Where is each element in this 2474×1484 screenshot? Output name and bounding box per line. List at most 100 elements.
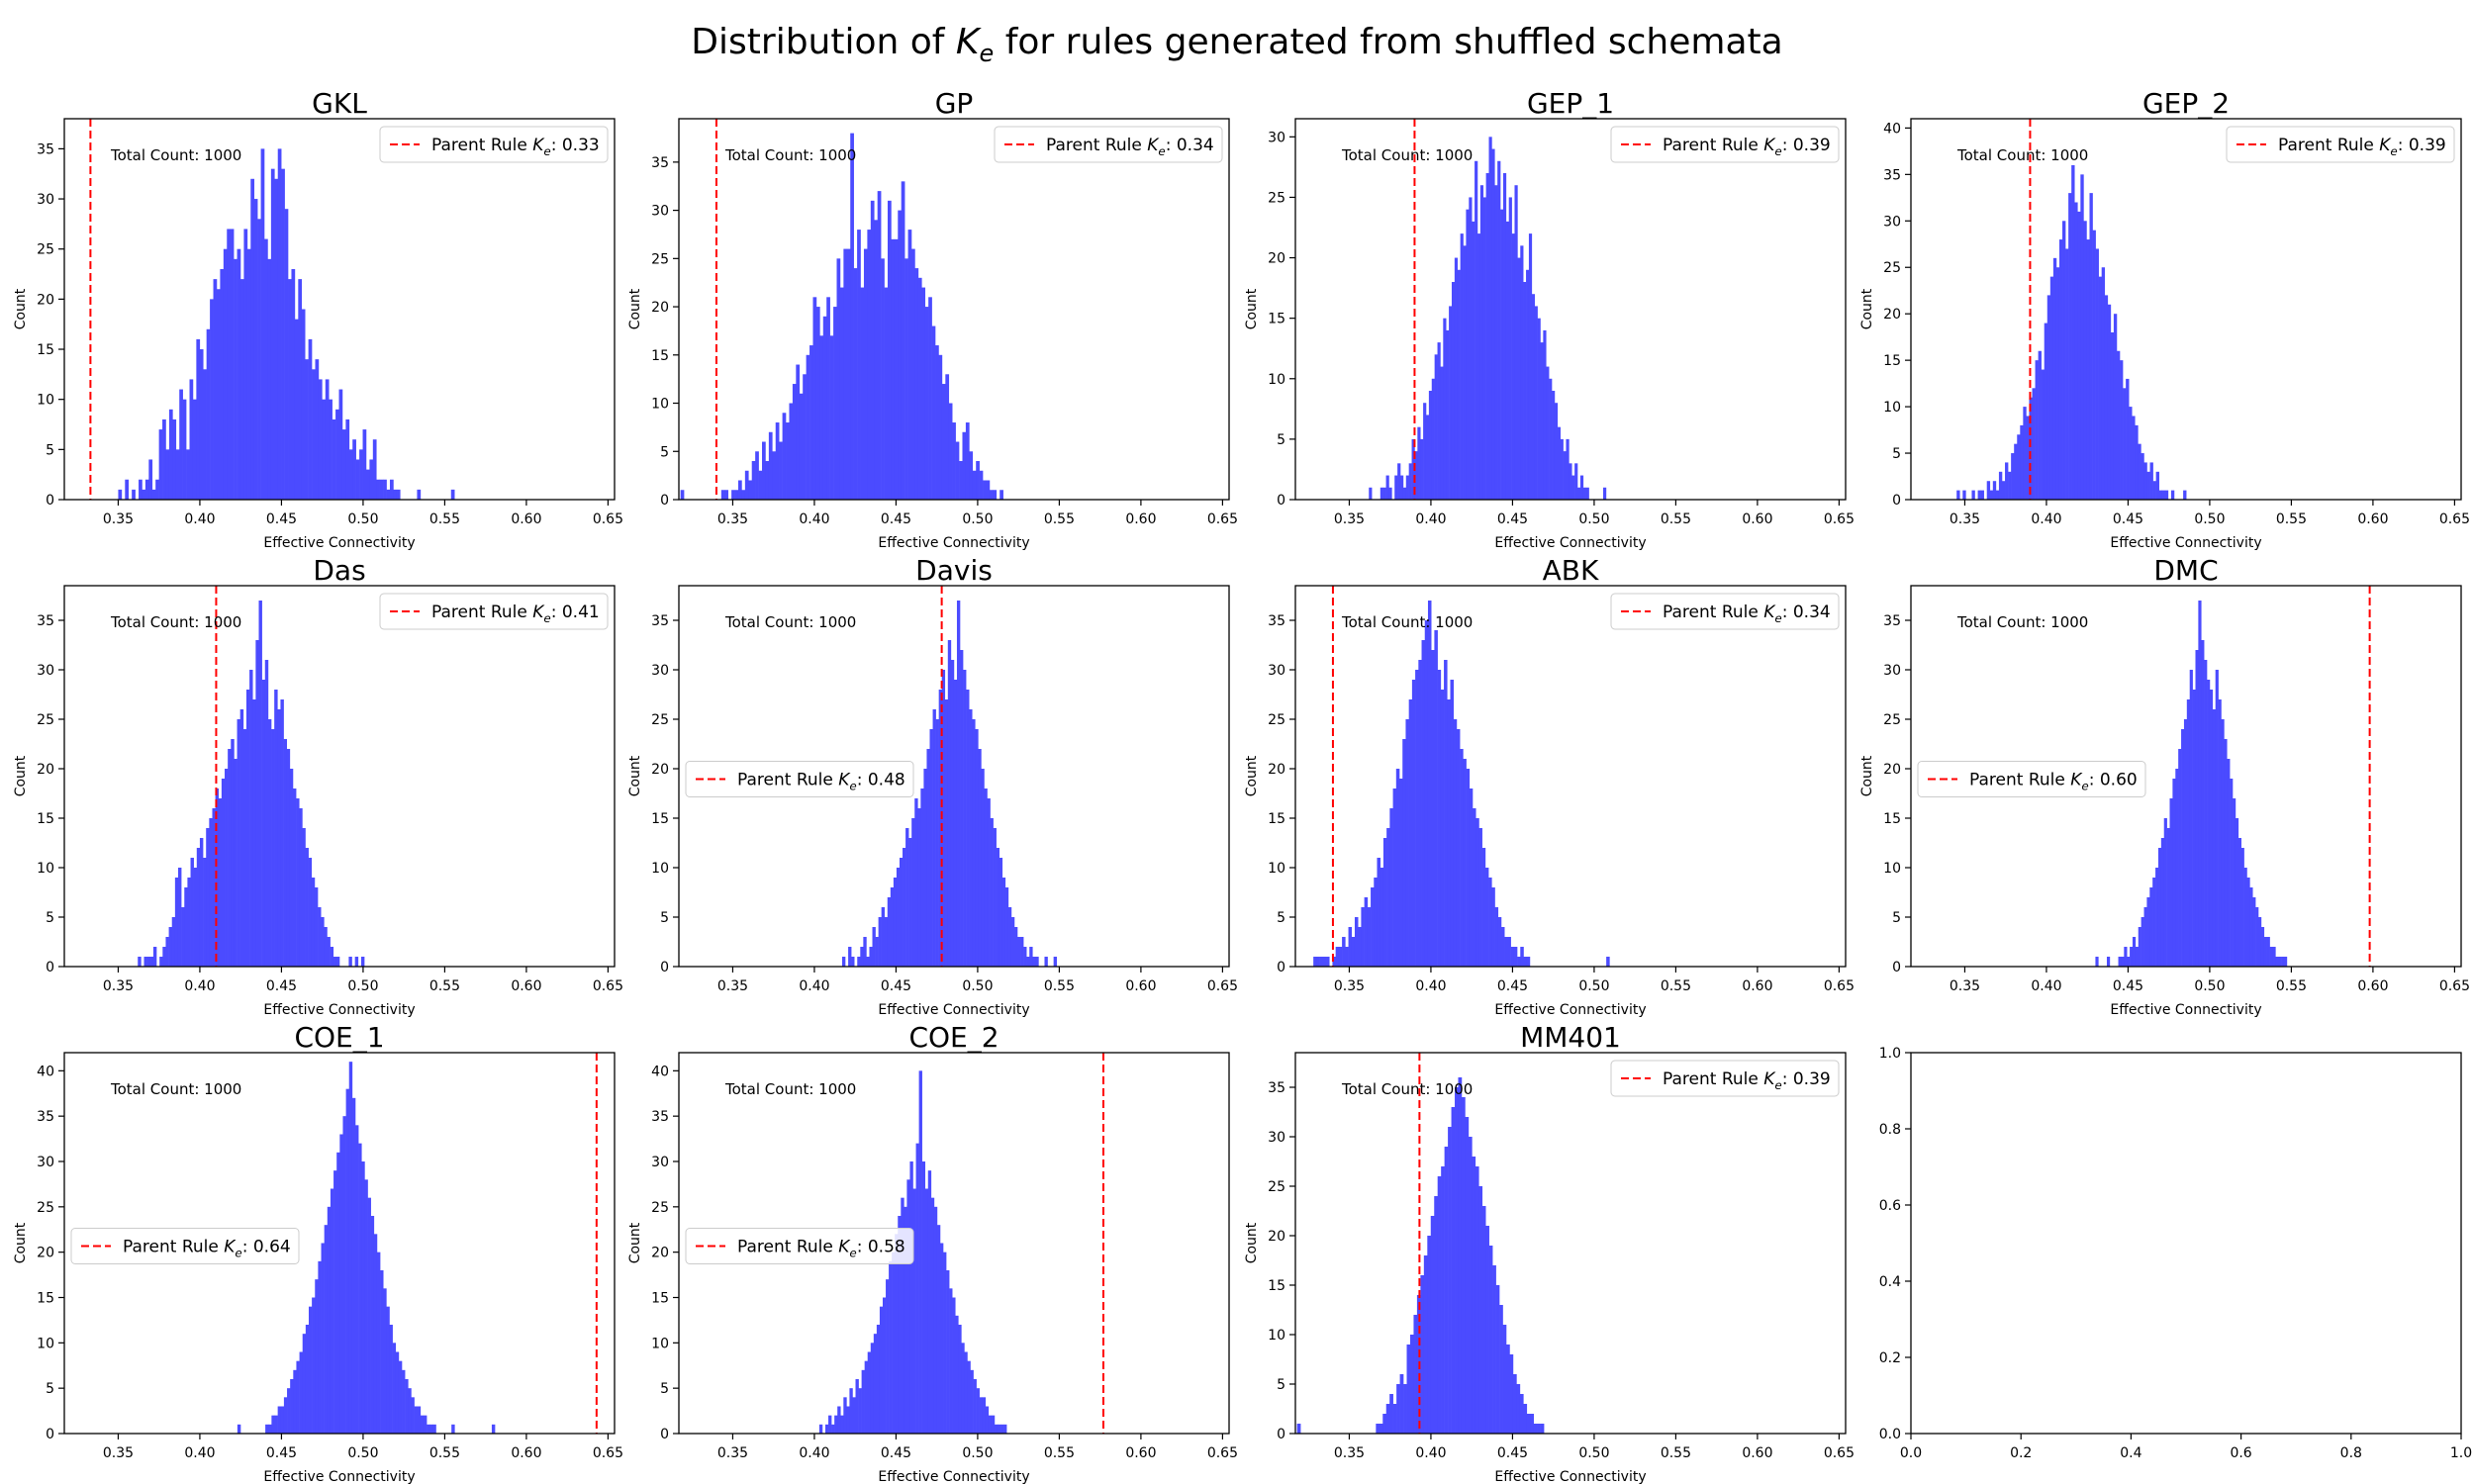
- subplot-mm401: Total Count: 1000 Parent Rule Ke: 0.39 MM4…: [1244, 1021, 1855, 1484]
- histogram-bar: [342, 1116, 346, 1434]
- y-tick-label: 35: [651, 613, 669, 629]
- x-tick-label: 0.60: [1125, 1445, 1156, 1461]
- x-tick-label: 0.40: [1415, 978, 1446, 994]
- histogram-bar: [1449, 306, 1453, 500]
- histogram-bar: [1530, 1414, 1535, 1434]
- histogram-bar: [1399, 779, 1403, 967]
- histogram-bar: [376, 479, 380, 500]
- histogram-bar: [329, 399, 333, 500]
- histogram-bar: [799, 393, 804, 500]
- histogram-bar: [824, 1424, 829, 1434]
- histogram-bar: [911, 248, 915, 500]
- x-tick-label: 0.4: [2120, 1445, 2141, 1461]
- y-tick-label: 20: [1268, 1229, 1285, 1245]
- y-tick-label: 35: [37, 1109, 54, 1125]
- histogram-bar: [2107, 304, 2112, 500]
- histogram-bar: [952, 1297, 956, 1434]
- histogram-bar: [139, 479, 143, 500]
- histogram-bar: [990, 818, 994, 967]
- x-tick-label: 0.50: [2194, 978, 2225, 994]
- histogram-bar: [296, 1360, 300, 1434]
- x-axis-label: Effective Connectivity: [1494, 535, 1646, 551]
- x-tick-label: 0.40: [1415, 511, 1446, 527]
- histogram-bar: [1514, 185, 1518, 500]
- y-tick-label: 20: [37, 292, 54, 308]
- histogram-bar: [1450, 680, 1455, 967]
- y-tick-label: 15: [651, 811, 669, 827]
- histogram-bar: [1603, 487, 1607, 500]
- histogram-bar: [1434, 630, 1438, 967]
- histogram-bar: [2143, 907, 2147, 967]
- x-tick-label: 0.60: [1742, 511, 1772, 527]
- histogram-bar: [2044, 323, 2048, 500]
- histogram-bar: [2038, 350, 2042, 500]
- histogram-bar: [1546, 366, 1550, 500]
- histogram-bar: [2163, 818, 2167, 967]
- x-tick-label: 0.50: [962, 511, 993, 527]
- histogram-bar: [345, 418, 350, 500]
- histogram-bar: [171, 917, 176, 967]
- histogram-bar: [1574, 463, 1578, 500]
- histogram-bar: [231, 739, 235, 967]
- histogram-bar: [1397, 463, 1401, 500]
- histogram-bar: [1405, 475, 1409, 500]
- x-tick-label: 0.55: [2276, 978, 2307, 994]
- histogram-bar: [1491, 148, 1495, 500]
- x-tick-label: 0.35: [1950, 978, 1980, 994]
- histogram-bar: [2008, 471, 2012, 500]
- histogram-bar: [423, 1415, 428, 1434]
- histogram-bar: [2058, 239, 2063, 500]
- histogram-bar: [1364, 897, 1369, 967]
- histogram-bar: [2155, 471, 2159, 500]
- histogram-bar: [2032, 388, 2036, 500]
- histogram-bar: [1444, 1147, 1449, 1434]
- histogram-bar: [1485, 1226, 1489, 1434]
- histogram-bar: [796, 364, 801, 500]
- histogram-bar: [1342, 937, 1346, 967]
- histogram-bar: [2212, 709, 2216, 967]
- histogram-bar: [876, 1325, 881, 1434]
- histogram-bar: [1461, 1097, 1466, 1434]
- y-tick-label: 20: [1883, 762, 1901, 778]
- histogram-bar: [299, 1351, 304, 1434]
- histogram-bar: [2129, 407, 2133, 500]
- histogram-bar: [1481, 848, 1486, 967]
- histogram-bar: [339, 1134, 343, 1434]
- legend-text: Parent Rule Ke: 0.58: [737, 1238, 905, 1260]
- histogram-bar: [1512, 1374, 1517, 1434]
- legend-box: [379, 593, 609, 630]
- histogram-bar: [887, 897, 892, 967]
- histogram-bar: [984, 788, 988, 967]
- histogram-bar: [1484, 868, 1489, 967]
- histogram-bar: [1537, 1424, 1541, 1434]
- histogram-bar: [938, 354, 943, 500]
- legend: Parent Rule Ke: 0.41: [379, 593, 609, 630]
- histogram-bar: [955, 1315, 959, 1434]
- histogram-bar: [162, 418, 166, 500]
- histogram-bar: [336, 1152, 340, 1434]
- histogram-bar: [869, 947, 873, 967]
- histogram-bar: [1326, 957, 1330, 967]
- histogram-bar: [2029, 397, 2033, 500]
- histogram-bar: [1007, 907, 1012, 967]
- histogram-bar: [376, 1252, 381, 1434]
- histogram-bar: [491, 1424, 496, 1434]
- histogram-bar: [2080, 174, 2084, 500]
- histogram-bar: [860, 947, 864, 967]
- histogram-bar: [985, 1406, 990, 1434]
- subplot-title: GEP_1: [1527, 87, 1614, 120]
- histogram-bar: [1379, 1424, 1383, 1434]
- histogram-bar: [393, 489, 398, 500]
- histogram-bar: [843, 248, 848, 500]
- figure-title: Distribution of Ke for rules generated f…: [0, 22, 2474, 67]
- y-tick-label: 10: [1268, 372, 1285, 388]
- histogram-bar: [960, 650, 964, 967]
- histogram-bar: [1571, 475, 1575, 500]
- histogram-bar: [2101, 267, 2106, 500]
- x-tick-label: 0.2: [2010, 1445, 2032, 1461]
- histogram-bar: [165, 937, 169, 967]
- histogram-bar: [345, 1088, 350, 1434]
- histogram-bar: [2260, 927, 2265, 967]
- histogram-bar: [963, 670, 967, 967]
- legend-text: Parent Rule Ke: 0.41: [431, 603, 600, 625]
